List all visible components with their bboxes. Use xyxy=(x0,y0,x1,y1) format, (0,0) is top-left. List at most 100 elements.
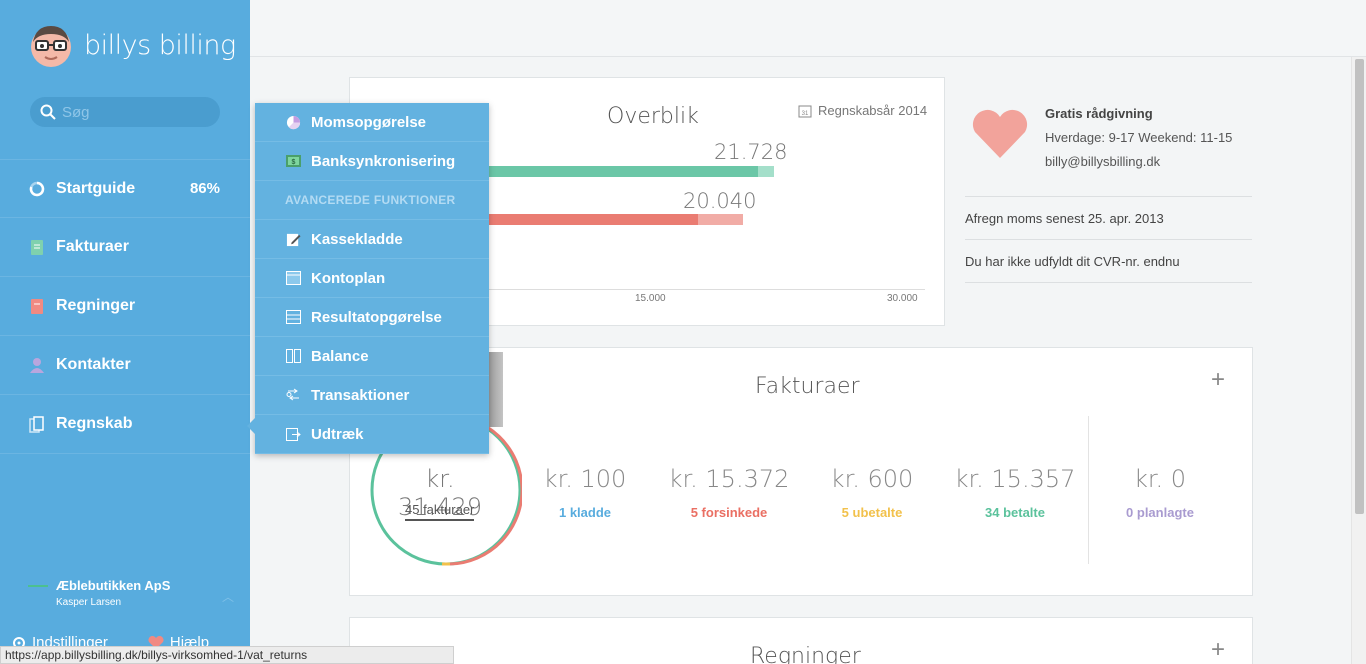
cvr-notice[interactable]: Du har ikke udfyldt dit CVR-nr. endnu xyxy=(965,240,1252,283)
sidebar-item-label: Regninger xyxy=(56,297,136,314)
divider xyxy=(1088,416,1089,564)
sidebar-item-label: Kontakter xyxy=(56,356,131,373)
chart-of-accounts-icon xyxy=(285,270,301,286)
menu-item-label: Transaktioner xyxy=(311,386,410,404)
expense-bar-extra xyxy=(698,214,743,225)
logo-text: billys billing xyxy=(84,29,236,61)
income-statement-icon xyxy=(285,309,301,325)
browser-status-url: https://app.billysbilling.dk/billys-virk… xyxy=(0,646,454,664)
menu-item-label: Resultatopgørelse xyxy=(311,308,442,326)
stat-value: kr. 15.357 xyxy=(954,465,1076,493)
expense-value: 20.040 xyxy=(683,189,757,213)
stat-unpaid[interactable]: kr. 600 5 ubetalte xyxy=(802,465,942,520)
search-box[interactable] xyxy=(30,97,220,127)
company-name: Æblebutikken ApS xyxy=(56,578,171,593)
stat-scheduled[interactable]: kr. 0 0 planlagte xyxy=(1090,465,1230,520)
chevron-up-icon[interactable]: ︿ xyxy=(222,590,235,604)
menu-item-label: Udtræk xyxy=(311,425,364,443)
overview-title: Overblik xyxy=(607,104,699,129)
menu-item-kassekladde[interactable]: Kassekladde xyxy=(255,220,489,259)
tick-label: 15.000 xyxy=(635,293,666,304)
sidebar-item-regnskab[interactable]: Regnskab xyxy=(0,395,250,454)
stat-label: 5 forsinkede xyxy=(690,505,768,520)
bank-icon: $ xyxy=(285,153,301,169)
scrollbar-thumb[interactable] xyxy=(1355,59,1364,514)
calendar-icon: 31 xyxy=(798,105,812,117)
sidebar-item-fakturaer[interactable]: Fakturaer xyxy=(0,218,250,277)
menu-item-momsopgoerelse[interactable]: Momsopgørelse xyxy=(255,103,489,142)
contact-icon xyxy=(28,356,46,374)
expense-bar xyxy=(489,214,698,225)
progress-circle-icon xyxy=(28,180,46,198)
heart-icon xyxy=(148,635,164,649)
export-icon xyxy=(285,426,301,442)
support-hours: Hverdage: 9-17 Weekend: 11-15 xyxy=(1045,130,1233,145)
sidebar-item-label: Fakturaer xyxy=(56,238,129,255)
pie-icon xyxy=(285,114,301,130)
support-email[interactable]: billy@billysbilling.dk xyxy=(1045,154,1161,169)
heart-icon xyxy=(972,109,1028,158)
balance-icon xyxy=(285,348,301,364)
stat-value: kr. 100 xyxy=(543,465,627,493)
stat-label: 0 planlagte xyxy=(1126,505,1194,520)
menu-item-resultatopgoerelse[interactable]: Resultatopgørelse xyxy=(255,298,489,337)
menu-item-udtraek[interactable]: Udtræk xyxy=(255,415,489,454)
info-panel: Gratis rådgivning Hverdage: 9-17 Weekend… xyxy=(965,90,1252,283)
tick-label: 30.000 xyxy=(887,293,918,304)
add-bill-button[interactable]: + xyxy=(1211,636,1226,663)
invoice-icon xyxy=(28,238,46,256)
income-bar xyxy=(489,166,758,177)
stat-label: 5 ubetalte xyxy=(841,505,903,520)
menu-item-label: Balance xyxy=(311,347,369,365)
stat-overdue[interactable]: kr. 15.372 5 forsinkede xyxy=(659,465,799,520)
income-bar-extra xyxy=(758,166,774,177)
vat-notice[interactable]: Afregn moms senest 25. apr. 2013 xyxy=(965,197,1252,240)
stat-value: kr. 15.372 xyxy=(668,465,790,493)
top-bar xyxy=(250,0,1366,57)
dropdown-pointer xyxy=(247,418,255,434)
invoices-count-link[interactable]: 45 fakturaer xyxy=(405,502,475,521)
menu-item-kontoplan[interactable]: Kontoplan xyxy=(255,259,489,298)
user-name: Kasper Larsen xyxy=(56,597,122,608)
logo[interactable]: billys billing xyxy=(28,22,236,68)
support-box: Gratis rådgivning Hverdage: 9-17 Weekend… xyxy=(965,90,1252,197)
fiscal-year-label: Regnskabsår 2014 xyxy=(818,103,928,118)
progress-badge: 86% xyxy=(189,180,220,197)
sidebar: billys billing Startguide 86% Fakturaer xyxy=(0,0,250,664)
bills-card: Regninger + xyxy=(349,617,1253,664)
menu-item-balance[interactable]: Balance xyxy=(255,337,489,376)
menu-item-label: Banksynkronisering xyxy=(311,152,456,170)
x-axis xyxy=(489,289,925,290)
company-switcher[interactable]: Æblebutikken ApS Kasper Larsen xyxy=(28,578,170,608)
menu-item-transaktioner[interactable]: Transaktioner xyxy=(255,376,489,415)
invoices-total: kr. 31.429 xyxy=(398,465,482,521)
stat-value: kr. 600 xyxy=(830,465,914,493)
stat-label: 1 kladde xyxy=(558,505,612,520)
stat-value: kr. 0 xyxy=(1133,465,1187,493)
regnskab-dropdown: Momsopgørelse $ Banksynkronisering AVANC… xyxy=(247,103,489,454)
search-input[interactable] xyxy=(62,103,202,121)
scrollbar[interactable] xyxy=(1351,57,1366,664)
sidebar-item-startguide[interactable]: Startguide 86% xyxy=(0,159,250,218)
bill-icon xyxy=(28,297,46,315)
menu-item-banksynkronisering[interactable]: $ Banksynkronisering xyxy=(255,142,489,181)
company-indicator xyxy=(28,585,48,587)
invoices-title: Fakturaer xyxy=(755,374,860,399)
sidebar-item-kontakter[interactable]: Kontakter xyxy=(0,336,250,395)
sidebar-nav: Startguide 86% Fakturaer Regninger Konta… xyxy=(0,159,250,454)
menu-item-label: Kassekladde xyxy=(311,230,403,248)
stat-paid[interactable]: kr. 15.357 34 betalte xyxy=(945,465,1085,520)
accounting-icon xyxy=(28,415,46,433)
fiscal-year-selector[interactable]: 31 Regnskabsår 2014 xyxy=(798,103,927,118)
billy-face-icon xyxy=(31,26,71,67)
transactions-icon xyxy=(285,387,301,403)
stat-draft[interactable]: kr. 100 1 kladde xyxy=(515,465,655,520)
menu-item-label: Momsopgørelse xyxy=(311,113,427,131)
svg-text:$: $ xyxy=(291,159,295,166)
add-invoice-button[interactable]: + xyxy=(1211,366,1226,393)
stat-label: 34 betalte xyxy=(985,505,1045,520)
dropdown-shadow xyxy=(488,352,503,427)
search-icon xyxy=(40,104,56,120)
sidebar-item-regninger[interactable]: Regninger xyxy=(0,277,250,336)
bills-title: Regninger xyxy=(750,644,861,664)
